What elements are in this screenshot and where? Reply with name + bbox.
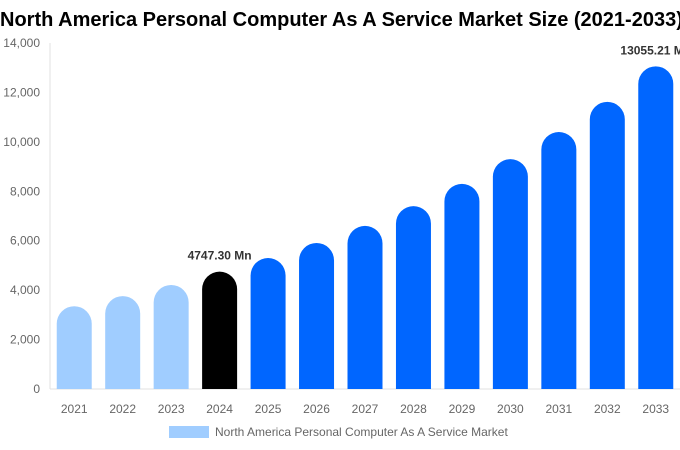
y-tick-label: 12,000 — [3, 85, 40, 99]
x-tick-label: 2022 — [109, 402, 136, 416]
x-tick-label: 2026 — [303, 402, 330, 416]
bar-2033 — [638, 66, 674, 390]
bar-2031 — [541, 131, 577, 389]
x-tick-label: 2029 — [449, 402, 476, 416]
y-tick-label: 10,000 — [3, 135, 40, 149]
y-tick-label: 14,000 — [3, 36, 40, 50]
x-tick-label: 2021 — [61, 402, 88, 416]
bar-2030 — [492, 159, 528, 389]
bar-2028 — [395, 206, 431, 389]
x-tick-label: 2032 — [594, 402, 621, 416]
y-tick-label: 8,000 — [10, 184, 40, 198]
chart-title: North America Personal Computer As A Ser… — [0, 9, 680, 31]
bar-2029 — [444, 183, 480, 389]
bar-2024 — [202, 271, 238, 389]
bar-2021 — [56, 306, 92, 389]
y-tick-label: 4,000 — [10, 283, 40, 297]
y-tick-label: 0 — [33, 382, 40, 396]
x-tick-label: 2030 — [497, 402, 524, 416]
x-tick-label: 2023 — [158, 402, 185, 416]
x-tick-label: 2033 — [642, 402, 669, 416]
bar-2022 — [105, 296, 141, 389]
data-label: 4747.30 Mn — [188, 249, 252, 263]
x-tick-label: 2024 — [206, 402, 233, 416]
x-tick-label: 2027 — [352, 402, 379, 416]
legend: North America Personal Computer As A Ser… — [169, 425, 508, 439]
bar-2023 — [153, 284, 189, 389]
y-tick-label: 2,000 — [10, 333, 40, 347]
legend-label: North America Personal Computer As A Ser… — [215, 425, 508, 439]
bar-2032 — [589, 101, 625, 389]
x-tick-label: 2025 — [255, 402, 282, 416]
y-tick-label: 6,000 — [10, 234, 40, 248]
x-tick-label: 2028 — [400, 402, 427, 416]
bar-2027 — [347, 225, 383, 389]
bar-2026 — [299, 242, 335, 389]
data-label: 13055.21 Mn — [620, 43, 680, 57]
bar-2025 — [250, 258, 286, 389]
legend-swatch — [169, 426, 209, 438]
x-tick-label: 2031 — [545, 402, 572, 416]
